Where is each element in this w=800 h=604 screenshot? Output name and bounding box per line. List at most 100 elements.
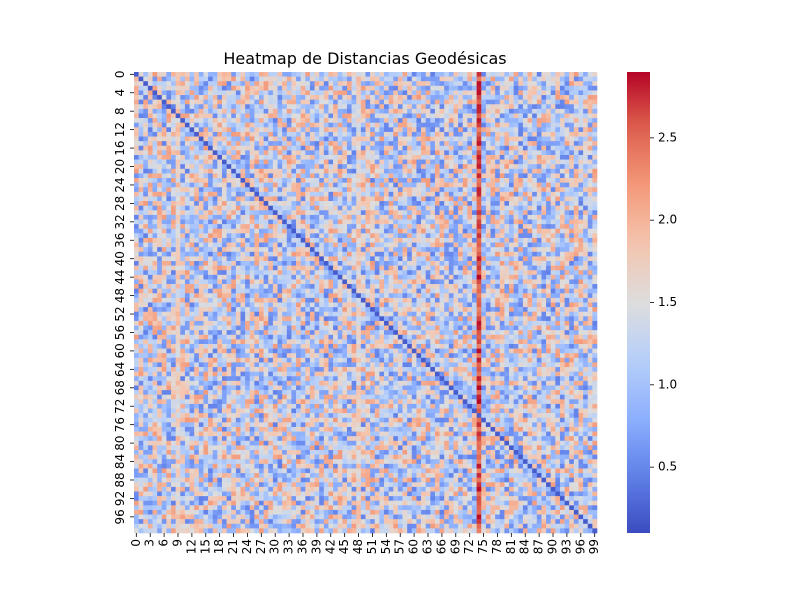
heatmap-cell — [588, 178, 593, 183]
heatmap-cell — [199, 104, 204, 109]
heatmap-cell — [532, 169, 537, 174]
heatmap-cell — [143, 206, 148, 211]
heatmap-cell — [194, 183, 199, 188]
heatmap-cell — [588, 113, 593, 118]
heatmap-cell — [495, 279, 500, 284]
heatmap-cell — [541, 95, 546, 100]
heatmap-cell — [463, 252, 468, 257]
heatmap-cell — [328, 298, 333, 303]
heatmap-cell — [347, 275, 352, 280]
heatmap-cell — [342, 109, 347, 114]
heatmap-cell — [375, 215, 380, 220]
heatmap-cell — [504, 233, 509, 238]
heatmap-cell — [569, 118, 574, 123]
heatmap-cell — [412, 215, 417, 220]
heatmap-cell — [491, 109, 496, 114]
heatmap-cell — [379, 113, 384, 118]
heatmap-cell — [426, 95, 431, 100]
heatmap-cell — [389, 146, 394, 151]
heatmap-cell — [500, 141, 505, 146]
heatmap-cell — [514, 215, 519, 220]
heatmap-cell — [384, 86, 389, 91]
heatmap-cell — [231, 284, 236, 289]
heatmap-cell — [583, 132, 588, 137]
heatmap-cell — [393, 178, 398, 183]
heatmap-cell — [185, 187, 190, 192]
heatmap-cell — [449, 178, 454, 183]
heatmap-cell — [333, 210, 338, 215]
heatmap-cell — [185, 160, 190, 165]
heatmap-cell — [264, 104, 269, 109]
heatmap-cell — [356, 261, 361, 266]
heatmap-cell — [555, 155, 560, 160]
heatmap-cell — [296, 215, 301, 220]
heatmap-cell — [449, 238, 454, 243]
heatmap-cell — [222, 72, 227, 77]
heatmap-cell — [393, 72, 398, 77]
heatmap-cell — [477, 229, 482, 234]
heatmap-cell — [278, 289, 283, 294]
heatmap-cell — [301, 146, 306, 151]
heatmap-cell — [347, 90, 352, 95]
heatmap-cell — [301, 95, 306, 100]
heatmap-cell — [338, 164, 343, 169]
heatmap-cell — [166, 270, 171, 275]
heatmap-cell — [449, 150, 454, 155]
heatmap-cell — [366, 247, 371, 252]
heatmap-cell — [421, 72, 426, 77]
heatmap-cell — [375, 275, 380, 280]
heatmap-cell — [268, 109, 273, 114]
heatmap-cell — [333, 252, 338, 257]
heatmap-cell — [463, 160, 468, 165]
heatmap-cell — [356, 132, 361, 137]
heatmap-cell — [352, 243, 357, 248]
heatmap-cell — [273, 160, 278, 165]
heatmap-cell — [398, 81, 403, 86]
heatmap-cell — [194, 284, 199, 289]
heatmap-cell — [491, 150, 496, 155]
heatmap-cell — [449, 196, 454, 201]
heatmap-cell — [231, 247, 236, 252]
heatmap-cell — [509, 150, 514, 155]
heatmap-cell — [574, 100, 579, 105]
heatmap-cell — [250, 173, 255, 178]
heatmap-cell — [379, 86, 384, 91]
heatmap-cell — [416, 233, 421, 238]
heatmap-cell — [403, 256, 408, 261]
heatmap-cell — [509, 270, 514, 275]
heatmap-cell — [134, 178, 139, 183]
heatmap-cell — [148, 201, 153, 206]
heatmap-cell — [222, 279, 227, 284]
heatmap-cell — [514, 192, 519, 197]
heatmap-cell — [213, 210, 218, 215]
heatmap-cell — [403, 270, 408, 275]
heatmap-cell — [333, 229, 338, 234]
heatmap-cell — [157, 127, 162, 132]
heatmap-cell — [162, 141, 167, 146]
heatmap-cell — [407, 270, 412, 275]
heatmap-cell — [495, 90, 500, 95]
heatmap-cell — [166, 215, 171, 220]
heatmap-cell — [555, 86, 560, 91]
heatmap-cell — [472, 183, 477, 188]
heatmap-cell — [574, 183, 579, 188]
heatmap-cell — [467, 104, 472, 109]
heatmap-cell — [500, 72, 505, 77]
heatmap-cell — [398, 215, 403, 220]
heatmap-cell — [352, 90, 357, 95]
heatmap-cell — [440, 266, 445, 271]
heatmap-cell — [324, 95, 329, 100]
heatmap-cell — [430, 90, 435, 95]
heatmap-cell — [273, 187, 278, 192]
heatmap-cell — [148, 113, 153, 118]
heatmap-cell — [467, 243, 472, 248]
heatmap-cell — [495, 123, 500, 128]
heatmap-cell — [245, 109, 250, 114]
heatmap-cell — [143, 127, 148, 132]
heatmap-cell — [537, 206, 542, 211]
heatmap-cell — [176, 86, 181, 91]
heatmap-cell — [282, 72, 287, 77]
heatmap-cell — [379, 178, 384, 183]
heatmap-cell — [296, 146, 301, 151]
heatmap-cell — [231, 183, 236, 188]
